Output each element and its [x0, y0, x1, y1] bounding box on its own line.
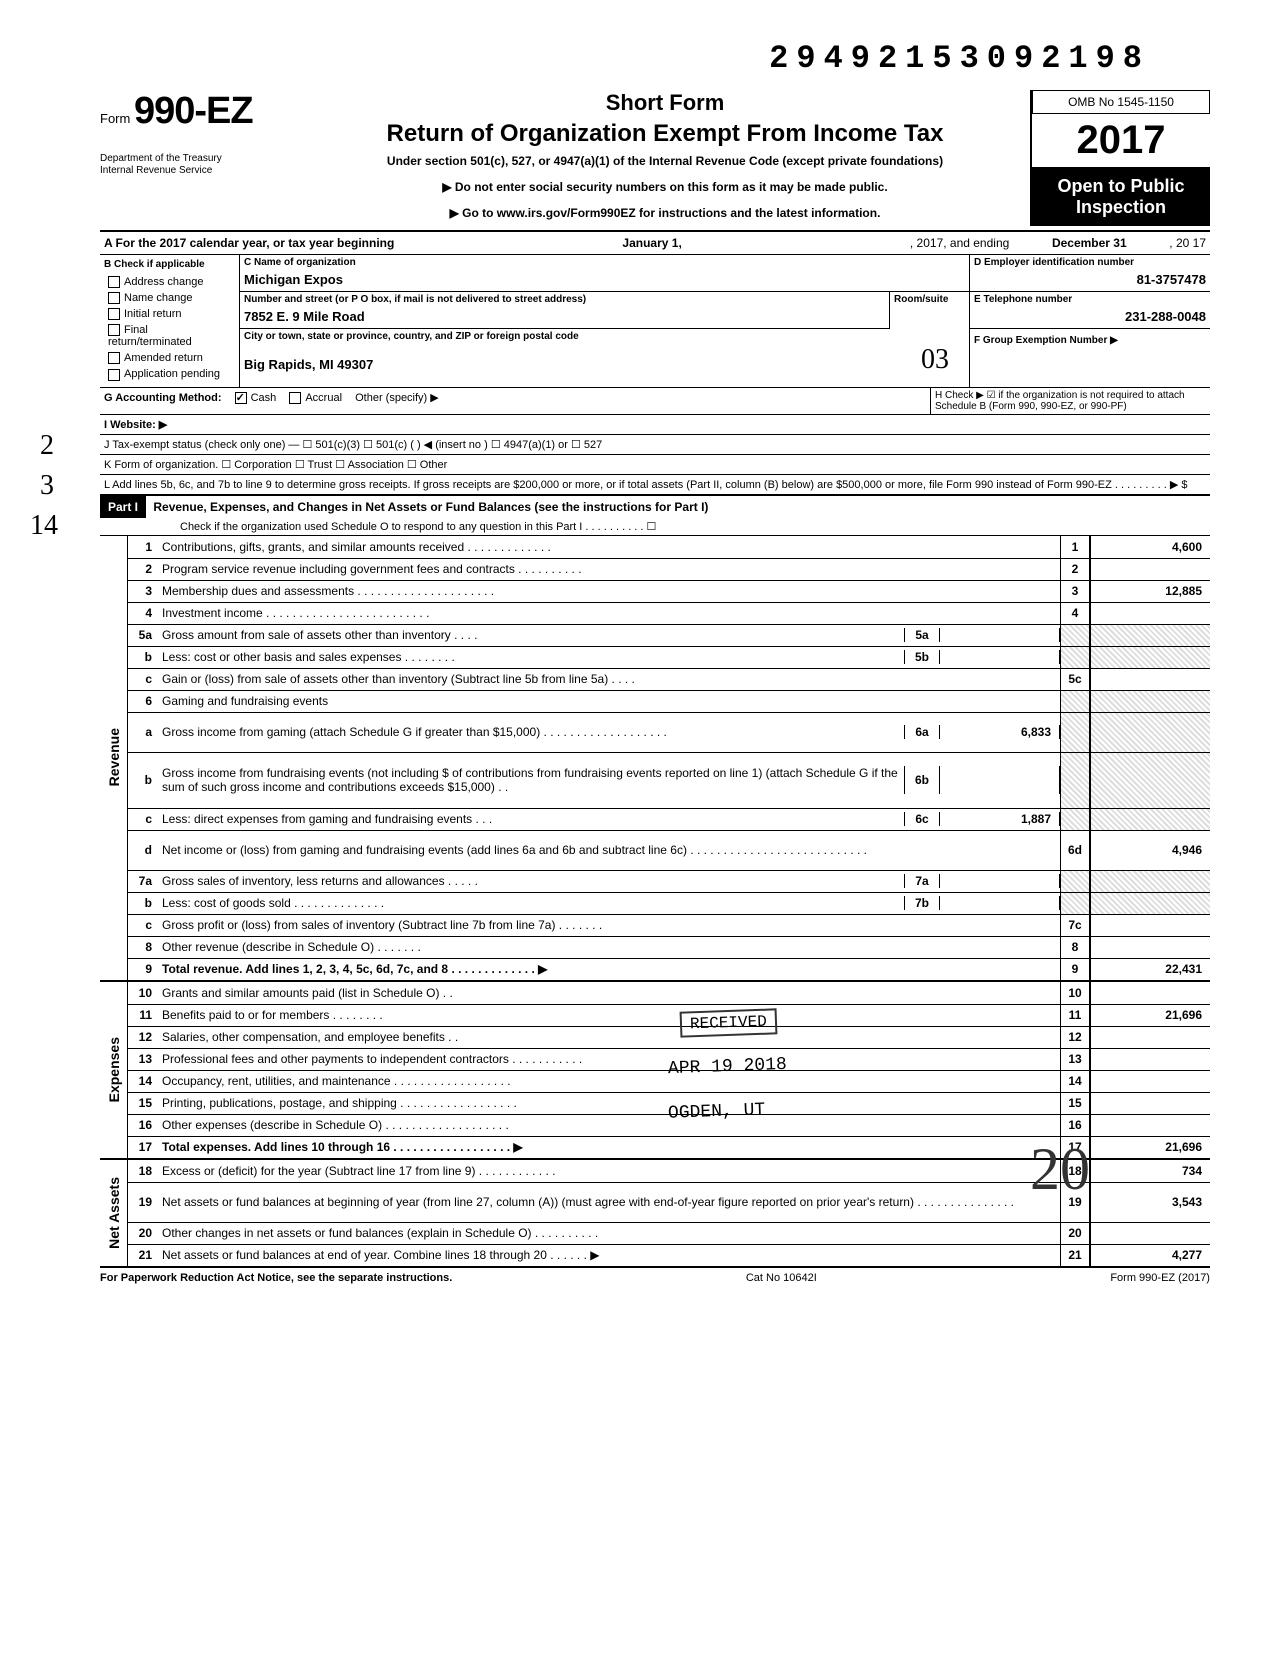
part1-header-row: Part I Revenue, Expenses, and Changes in… — [100, 496, 1210, 536]
received-stamp-1: RECEIVED — [680, 1008, 778, 1037]
line-a: A For the 2017 calendar year, or tax yea… — [100, 232, 1210, 255]
line-h: H Check ▶ ☑ if the organization is not r… — [930, 388, 1210, 414]
received-stamp-date: APR 19 2018 — [660, 1053, 796, 1082]
received-stamp-ogden: OGDEN, UT — [660, 1098, 774, 1126]
line-k: K Form of organization. ☐ Corporation ☐ … — [100, 455, 1210, 475]
stamp-number: 29492153092198 — [769, 40, 1150, 77]
line-i: I Website: ▶ — [100, 415, 1210, 435]
title-block: Short Form Return of Organization Exempt… — [300, 90, 1030, 220]
box-d: D Employer identification number 81-3757… — [970, 255, 1210, 387]
line-l: L Add lines 5b, 6c, and 7b to line 9 to … — [100, 475, 1210, 496]
expenses-label: Expenses — [106, 1037, 122, 1102]
margin-3: 3 — [40, 470, 54, 502]
box-b: B Check if applicable Address change Nam… — [100, 255, 240, 387]
revenue-label: Revenue — [106, 728, 122, 786]
margin-2: 2 — [40, 430, 54, 462]
box-c: C Name of organization Michigan Expos Nu… — [240, 255, 970, 387]
line-g: G Accounting Method: Cash Accrual Other … — [100, 388, 930, 414]
form-label: Form 990-EZ Department of the Treasury I… — [100, 90, 300, 177]
line-j: J Tax-exempt status (check only one) — ☐… — [100, 435, 1210, 455]
netassets-label: Net Assets — [106, 1177, 122, 1249]
right-block: OMB No 1545-1150 2017 Open to Public Ins… — [1030, 90, 1210, 226]
signature-20: 20 — [1030, 1135, 1090, 1204]
footer: For Paperwork Reduction Act Notice, see … — [100, 1266, 1210, 1284]
margin-14: 14 — [30, 510, 58, 542]
